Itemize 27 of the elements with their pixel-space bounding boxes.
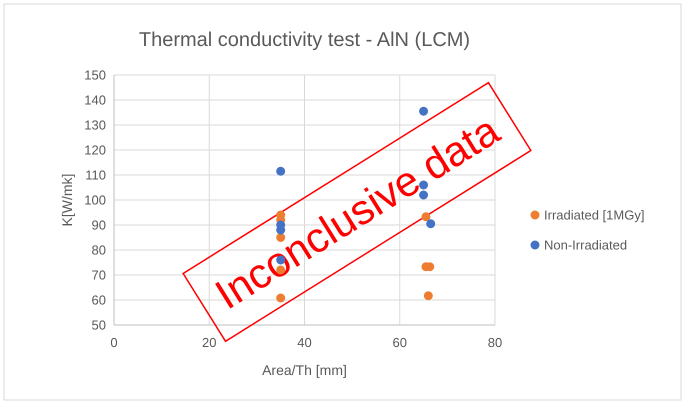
x-axis-title: Area/Th [mm] bbox=[262, 362, 347, 378]
y-tick-label: 150 bbox=[84, 68, 106, 83]
y-tick-label: 120 bbox=[84, 142, 106, 158]
x-tick-label: 20 bbox=[202, 335, 216, 350]
point bbox=[421, 212, 430, 222]
y-tick-label: 140 bbox=[84, 92, 106, 108]
point bbox=[419, 106, 428, 116]
y-tick-label: 80 bbox=[92, 242, 106, 258]
y-tick-label: 50 bbox=[92, 318, 106, 333]
y-tick-label: 60 bbox=[92, 292, 106, 308]
y-tick-label: 130 bbox=[84, 118, 106, 133]
y-tick-label: 100 bbox=[84, 192, 106, 208]
x-tick-label: 40 bbox=[297, 335, 312, 350]
x-tick-label: 80 bbox=[488, 335, 502, 350]
point bbox=[419, 180, 428, 190]
x-tick-label: 60 bbox=[392, 335, 407, 350]
point bbox=[424, 291, 433, 300]
y-tick-label: 90 bbox=[92, 218, 106, 233]
y-tick-label: 70 bbox=[92, 268, 106, 283]
y-tick-label: 110 bbox=[85, 168, 106, 183]
chart-title: Thermal conductivity test - AlN (LCM) bbox=[138, 29, 470, 51]
y-axis-title: K[W/mk] bbox=[59, 174, 75, 226]
point bbox=[426, 219, 436, 228]
legend-label: Irradiated [1MGy] bbox=[544, 208, 644, 223]
point bbox=[419, 190, 428, 200]
legend-label: Non-Irradiated bbox=[544, 238, 628, 253]
x-tick-label: 0 bbox=[110, 335, 118, 350]
